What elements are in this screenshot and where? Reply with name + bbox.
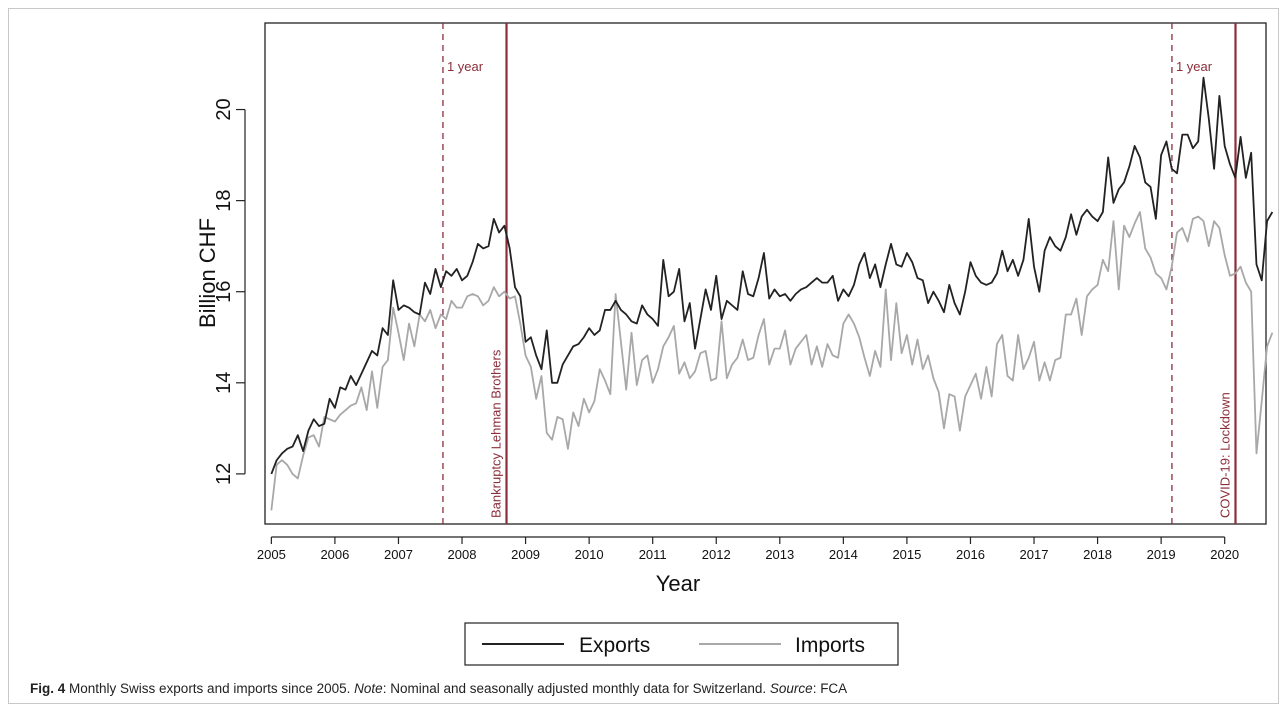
x-axis-label: Year <box>656 571 700 596</box>
legend-label-imports: Imports <box>795 634 865 657</box>
x-tick-label: 2018 <box>1083 547 1112 562</box>
event-label-3: 1 year <box>1176 59 1213 74</box>
legend-label-exports: Exports <box>579 634 650 657</box>
x-tick-label: 2014 <box>829 547 858 562</box>
x-tick-label: 2012 <box>702 547 731 562</box>
x-tick-label: 2019 <box>1147 547 1176 562</box>
x-tick-label: 2007 <box>384 547 413 562</box>
x-tick-label: 2006 <box>320 547 349 562</box>
caption-note-text: : Nominal and seasonally adjusted monthl… <box>382 681 770 696</box>
plot-area-border <box>264 22 1267 525</box>
x-tick-label: 2005 <box>257 547 286 562</box>
x-tick-label: 2020 <box>1210 547 1239 562</box>
caption-source-text: : FCA <box>812 681 848 696</box>
y-tick-label: 12 <box>213 463 235 485</box>
event-lines: Bankruptcy Lehman Brothers 1 year COVID-19… <box>442 23 1237 524</box>
legend-box <box>464 622 899 666</box>
caption-figure-number: Fig. 4 <box>30 681 66 696</box>
y-axis-label: Billion CHF <box>195 218 220 328</box>
event-label-0: Bankruptcy Lehman Brothers <box>489 349 504 518</box>
x-tick-label: 2015 <box>892 547 921 562</box>
event-label-1: 1 year <box>447 59 484 74</box>
x-tick-label: 2008 <box>448 547 477 562</box>
caption-source-label: Source <box>769 681 813 696</box>
legend: Exports Imports <box>464 622 899 666</box>
x-tick-label: 2013 <box>765 547 794 562</box>
x-tick-label: 2010 <box>575 547 604 562</box>
figure-frame: Bankruptcy Lehman Brothers 1 year COVID-19… <box>8 8 1279 704</box>
x-tick-label: 2009 <box>511 547 540 562</box>
y-axis: 12 14 16 18 20 <box>213 98 246 485</box>
x-tick-label: 2011 <box>639 547 667 562</box>
x-tick-label: 2017 <box>1020 547 1049 562</box>
caption-note-label: Note <box>354 681 383 696</box>
series-line-exports <box>270 76 1274 475</box>
y-tick-label: 16 <box>213 281 235 303</box>
series-line-imports <box>270 211 1274 511</box>
figure-caption: Fig. 4 Monthly Swiss exports and imports… <box>30 681 847 696</box>
y-tick-label: 14 <box>213 372 235 394</box>
event-label-2: COVID-19: Lockdown <box>1217 392 1232 518</box>
y-tick-label: 18 <box>213 190 235 212</box>
x-tick-label: 2016 <box>956 547 985 562</box>
x-axis: 2005 2006 2007 2008 2009 2010 2011 2012 2013 2014… <box>257 536 1239 562</box>
caption-text: Monthly Swiss exports and imports since … <box>65 681 355 696</box>
y-tick-label: 20 <box>213 98 235 120</box>
line-chart: Bankruptcy Lehman Brothers 1 year COVID-19… <box>195 22 1274 666</box>
series-layer <box>270 76 1274 511</box>
